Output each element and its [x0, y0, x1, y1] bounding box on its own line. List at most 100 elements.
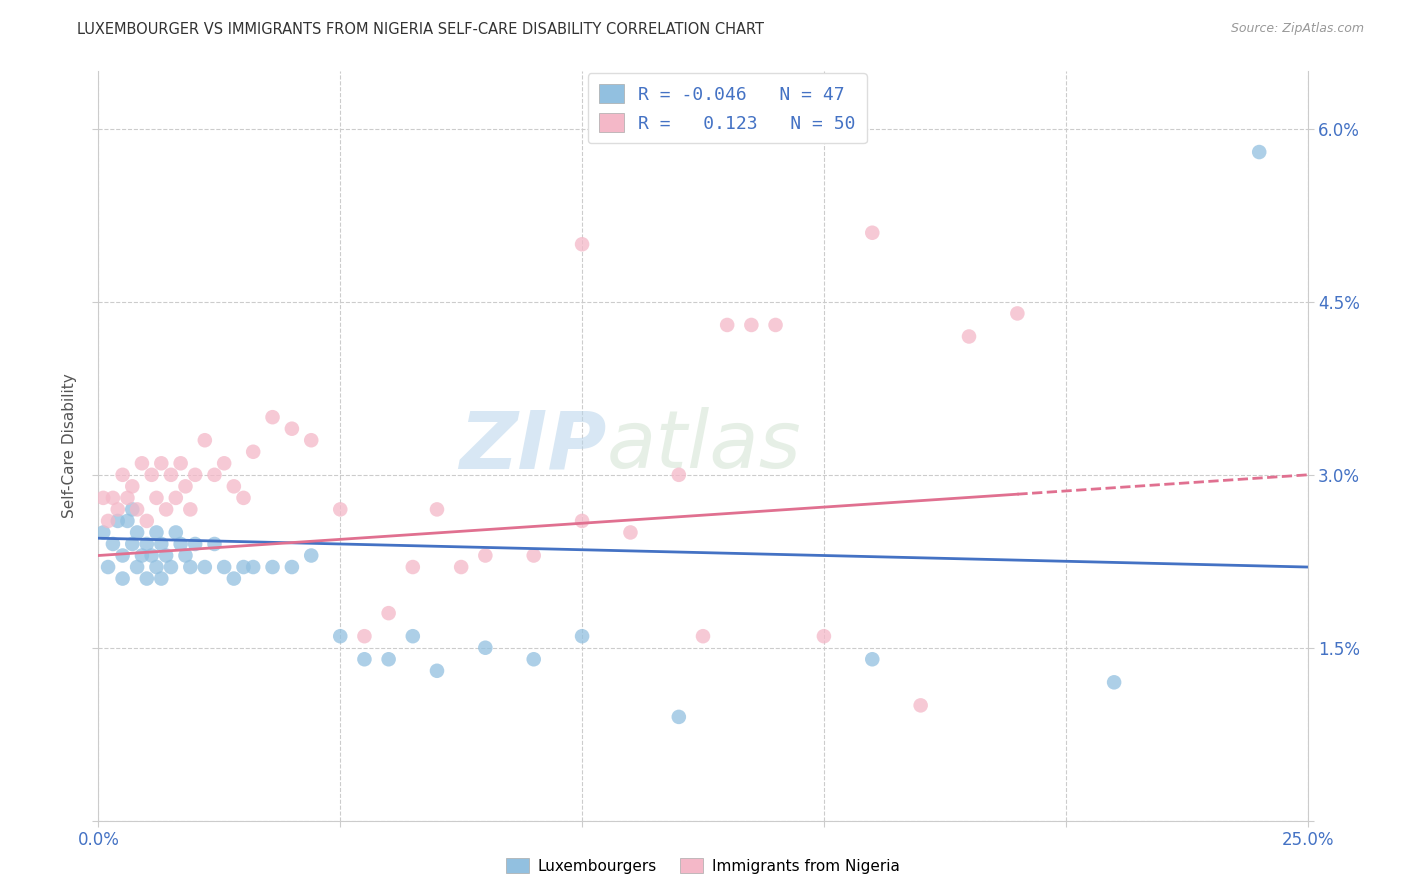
Point	[262, 410, 284, 425]
Point	[402, 560, 425, 574]
Point	[619, 525, 641, 540]
Point	[692, 629, 714, 643]
Point	[426, 664, 449, 678]
Point	[281, 422, 304, 436]
Point	[127, 560, 149, 574]
Point	[150, 537, 173, 551]
Point	[169, 456, 191, 470]
Point	[184, 537, 207, 551]
Point	[740, 318, 762, 332]
Point	[91, 491, 114, 505]
Point	[179, 560, 201, 574]
Point	[107, 502, 129, 516]
Point	[111, 467, 134, 482]
Point	[262, 560, 284, 574]
Point	[668, 710, 690, 724]
Point	[232, 491, 254, 505]
Point	[426, 502, 449, 516]
Text: LUXEMBOURGER VS IMMIGRANTS FROM NIGERIA SELF-CARE DISABILITY CORRELATION CHART: LUXEMBOURGER VS IMMIGRANTS FROM NIGERIA …	[77, 22, 765, 37]
Point	[1102, 675, 1125, 690]
Point	[212, 456, 235, 470]
Point	[101, 537, 124, 551]
Point	[160, 560, 183, 574]
Point	[127, 525, 149, 540]
Point	[212, 560, 235, 574]
Point	[194, 434, 217, 448]
Legend: R = -0.046   N = 47, R =   0.123   N = 50: R = -0.046 N = 47, R = 0.123 N = 50	[588, 73, 866, 144]
Point	[141, 549, 163, 563]
Point	[97, 514, 120, 528]
Point	[353, 652, 375, 666]
Point	[222, 572, 245, 586]
Point	[135, 537, 157, 551]
Point	[135, 572, 157, 586]
Point	[145, 560, 167, 574]
Point	[765, 318, 787, 332]
Point	[299, 434, 322, 448]
Point	[194, 560, 217, 574]
Point	[117, 491, 139, 505]
Point	[127, 502, 149, 516]
Point	[242, 444, 264, 458]
Point	[121, 479, 143, 493]
Point	[135, 514, 157, 528]
Point	[571, 514, 593, 528]
Point	[402, 629, 425, 643]
Point	[523, 652, 546, 666]
Point	[299, 549, 322, 563]
Point	[450, 560, 472, 574]
Point	[131, 549, 153, 563]
Point	[204, 537, 226, 551]
Point	[523, 549, 546, 563]
Point	[91, 525, 114, 540]
Legend: Luxembourgers, Immigrants from Nigeria: Luxembourgers, Immigrants from Nigeria	[499, 852, 907, 880]
Point	[860, 226, 883, 240]
Point	[174, 479, 197, 493]
Point	[377, 606, 399, 620]
Point	[121, 502, 143, 516]
Point	[1249, 145, 1271, 159]
Y-axis label: Self-Care Disability: Self-Care Disability	[62, 374, 77, 518]
Point	[160, 467, 183, 482]
Point	[169, 537, 191, 551]
Point	[145, 525, 167, 540]
Point	[474, 640, 496, 655]
Text: ZIP: ZIP	[458, 407, 606, 485]
Point	[111, 549, 134, 563]
Point	[232, 560, 254, 574]
Text: Source: ZipAtlas.com: Source: ZipAtlas.com	[1230, 22, 1364, 36]
Point	[377, 652, 399, 666]
Point	[571, 629, 593, 643]
Point	[571, 237, 593, 252]
Point	[97, 560, 120, 574]
Point	[121, 537, 143, 551]
Point	[957, 329, 980, 343]
Point	[329, 629, 352, 643]
Point	[174, 549, 197, 563]
Point	[111, 572, 134, 586]
Point	[474, 549, 496, 563]
Point	[150, 456, 173, 470]
Point	[910, 698, 932, 713]
Point	[184, 467, 207, 482]
Point	[353, 629, 375, 643]
Point	[131, 456, 153, 470]
Point	[165, 525, 187, 540]
Point	[155, 549, 177, 563]
Point	[179, 502, 201, 516]
Text: atlas: atlas	[606, 407, 801, 485]
Point	[222, 479, 245, 493]
Point	[117, 514, 139, 528]
Point	[813, 629, 835, 643]
Point	[329, 502, 352, 516]
Point	[145, 491, 167, 505]
Point	[101, 491, 124, 505]
Point	[716, 318, 738, 332]
Point	[204, 467, 226, 482]
Point	[107, 514, 129, 528]
Point	[281, 560, 304, 574]
Point	[242, 560, 264, 574]
Point	[165, 491, 187, 505]
Point	[141, 467, 163, 482]
Point	[150, 572, 173, 586]
